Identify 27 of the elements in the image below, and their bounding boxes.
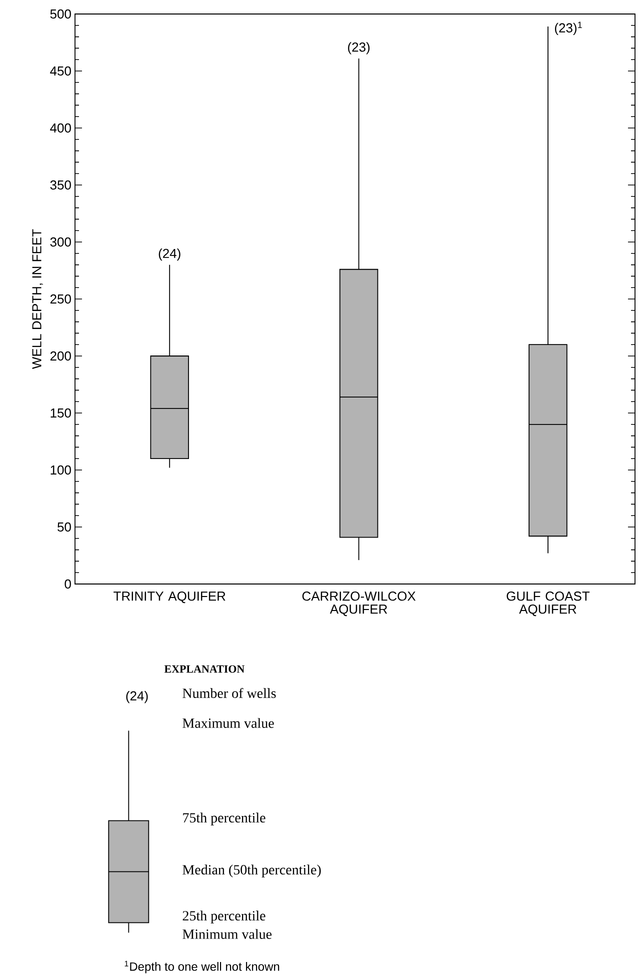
- text: EXPLANATION: [164, 665, 245, 673]
- y-tick-label: 0: [64, 579, 71, 589]
- x-tick-label: GULF COAST AQUIFER: [506, 592, 590, 616]
- x-tick-label: TRINITY AQUIFER: [114, 592, 226, 604]
- y-tick-label: 450: [50, 66, 71, 76]
- y-tick-label: 400: [50, 123, 71, 133]
- annotation: (23): [348, 42, 370, 54]
- x-tick-label: CARRIZO-WILCOX AQUIFER: [302, 592, 416, 616]
- text: $^{1}$Depth to one well not known: [124, 960, 280, 974]
- y-tick-label: 200: [50, 351, 71, 361]
- y-tick-label: 50: [58, 522, 71, 532]
- y-tick-label: 250: [50, 294, 71, 304]
- y-tick-label: 350: [50, 180, 71, 190]
- annotation: (23)$^{1}$: [554, 22, 582, 36]
- text: Maximum value: [182, 718, 274, 728]
- y-tick-label: 500: [50, 9, 71, 19]
- y-tick-label: 150: [50, 408, 71, 418]
- text: Median (50th percentile): [182, 864, 321, 878]
- text: (24): [126, 690, 148, 704]
- text: 75th percentile: [183, 812, 266, 826]
- text: Number of wells: [182, 688, 276, 698]
- y-tick-label: 100: [50, 465, 71, 475]
- y-axis-title: WELL DEPTH, IN FEET: [32, 229, 43, 370]
- y-tick-label: 300: [50, 237, 71, 247]
- text: Minimum value: [182, 929, 272, 939]
- annotation: (24): [158, 248, 180, 261]
- text: 25th percentile: [182, 910, 266, 924]
